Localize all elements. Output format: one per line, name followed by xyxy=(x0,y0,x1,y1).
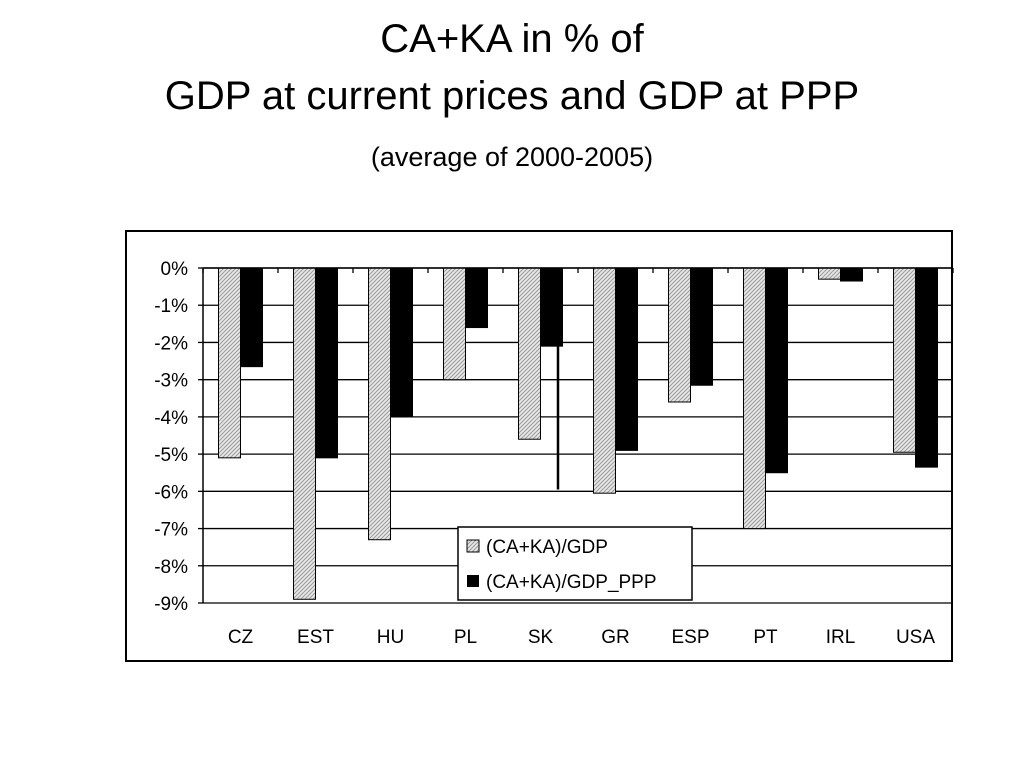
legend: (CA+KA)/GDP (CA+KA)/GDP_PPP xyxy=(457,526,693,601)
x-tick-label: SK xyxy=(528,627,554,648)
x-tick-label: USA xyxy=(896,627,935,648)
bar-irl-series-2 xyxy=(840,267,863,282)
bar-pl-series-1 xyxy=(443,267,466,381)
bar-gr-series-1 xyxy=(593,267,616,494)
y-tick-label: -2% xyxy=(154,333,188,354)
axis-labels: 0% -1% -2% -3% -4% -5% -6% -7% -8% -9% CZ EST HU PL SK… xyxy=(154,259,935,648)
x-tick-label: HU xyxy=(377,627,404,648)
y-tick-label: -9% xyxy=(154,594,188,615)
x-tick-label: PL xyxy=(454,627,477,648)
legend-swatch-ca-ka-gdp xyxy=(466,539,480,553)
x-tick-label: EST xyxy=(297,627,334,648)
bar-hu-series-1 xyxy=(368,267,391,541)
bar-est-series-2 xyxy=(315,267,338,459)
x-tick-label: CZ xyxy=(228,627,254,648)
x-tick-label: IRL xyxy=(826,627,856,648)
y-tick-label: -6% xyxy=(154,482,188,503)
chart-subtitle: (average of 2000-2005) xyxy=(370,142,654,172)
x-tick-label: ESP xyxy=(671,627,709,648)
bar-pt-series-2 xyxy=(765,267,788,474)
bar-sk-series-1 xyxy=(518,267,541,440)
bar-usa-series-1 xyxy=(893,267,916,453)
y-tick-label: -3% xyxy=(154,371,188,392)
bar-cz-series-2 xyxy=(240,267,263,368)
x-tick-label: PT xyxy=(753,627,778,648)
bar-gr-series-2 xyxy=(615,267,638,451)
y-tick-label: -7% xyxy=(154,520,188,541)
y-tick-label: -4% xyxy=(154,408,188,429)
axes xyxy=(198,267,954,604)
chart-title-line-1: CA+KA in % of xyxy=(380,17,644,61)
x-tick-label: GR xyxy=(601,627,630,648)
bar-pl-series-2 xyxy=(465,267,488,329)
bar-irl-series-1 xyxy=(818,267,841,280)
y-tick-label: -1% xyxy=(154,296,188,317)
y-tick-label: -5% xyxy=(154,445,188,466)
y-tick-label: 0% xyxy=(161,259,189,280)
bar-usa-series-2 xyxy=(915,267,938,468)
bar-hu-series-2 xyxy=(390,267,413,418)
bar-esp-series-2 xyxy=(690,267,713,386)
legend-label-ca-ka-gdp: (CA+KA)/GDP xyxy=(486,537,608,558)
bar-est-series-1 xyxy=(293,267,316,600)
bar-cz-series-1 xyxy=(218,267,241,459)
legend-label-ca-ka-gdp-ppp: (CA+KA)/GDP_PPP xyxy=(486,572,657,593)
bar-pt-series-1 xyxy=(743,267,766,530)
chart-title-line-2: GDP at current prices and GDP at PPP xyxy=(164,74,860,118)
bar-esp-series-1 xyxy=(668,267,691,403)
legend-swatch-ca-ka-gdp-ppp xyxy=(467,575,479,587)
legend-box xyxy=(457,526,693,601)
y-tick-label: -8% xyxy=(154,557,188,578)
bars xyxy=(218,267,938,600)
